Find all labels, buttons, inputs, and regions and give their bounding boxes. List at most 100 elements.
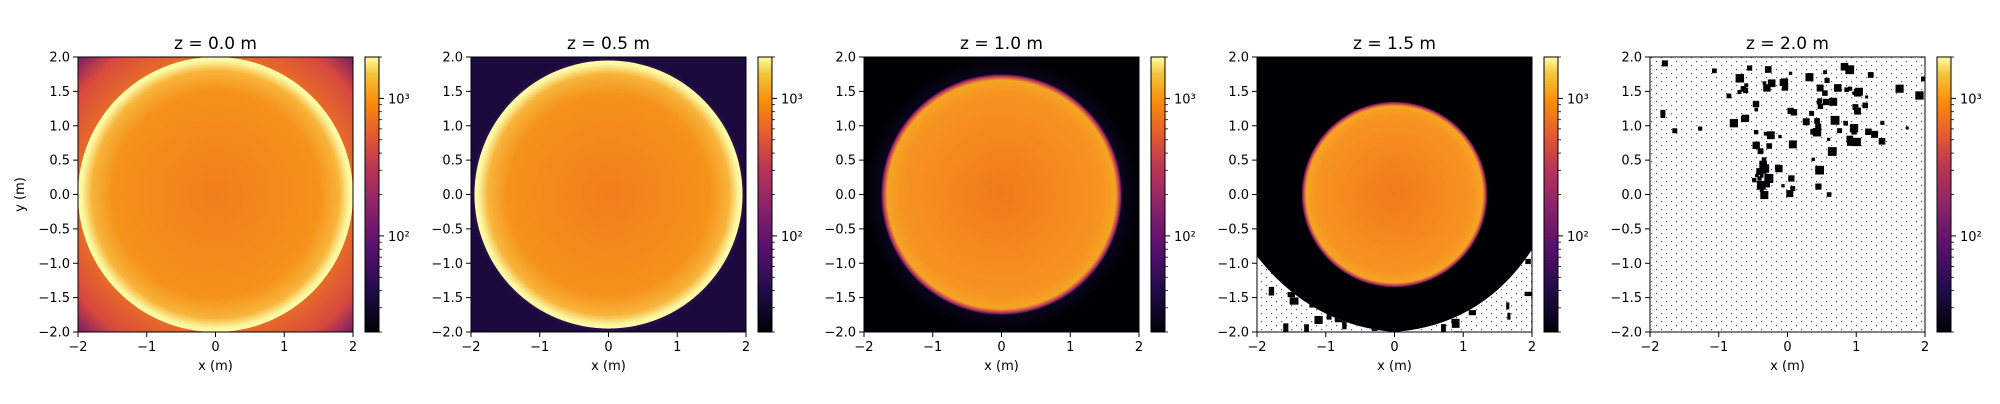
sparse-cell <box>1781 84 1789 91</box>
y-tick-label: −1.0 <box>431 257 463 272</box>
sparse-cell <box>1814 118 1820 124</box>
y-tick-label: 1.5 <box>835 85 856 100</box>
y-axis-label: y (m) <box>13 177 28 212</box>
sparse-cell <box>1755 173 1759 178</box>
colorbar-gradient <box>1543 56 1559 333</box>
sparse-cell <box>1506 302 1510 310</box>
sparse-cell <box>1289 297 1299 305</box>
y-tick-label: −2.0 <box>38 326 70 341</box>
heatmap-panel: z = 1.5 m −2 −1 0 1 2 −2.0 −1.5 −1.0 −0.5 0.0 0.5 1.… <box>1217 34 1588 374</box>
sparse-cell <box>1268 286 1275 296</box>
sparse-cell <box>1468 310 1476 316</box>
sparse-cell <box>1744 83 1749 88</box>
sparse-cell <box>1754 107 1759 112</box>
sparse-cell <box>1729 119 1739 128</box>
sparse-cell <box>1737 89 1742 95</box>
sparse-cell <box>1753 129 1759 135</box>
sparse-cell <box>1752 177 1757 183</box>
y-tick-label: 2.0 <box>835 51 856 66</box>
colorbar-gradient <box>757 56 773 333</box>
x-tick-label: −2 <box>1640 340 1659 355</box>
colorbar: 10² 10³ <box>1543 56 1589 333</box>
sparse-cell <box>1829 97 1838 106</box>
y-tick-label: 0.5 <box>442 154 463 169</box>
colorbar-gradient <box>1936 56 1952 333</box>
y-tick-label: −2.0 <box>824 326 856 341</box>
colorbar-tick-label: 10³ <box>1567 92 1589 107</box>
sparse-cell <box>1283 323 1289 332</box>
x-tick-label: −1 <box>137 340 156 355</box>
x-tick-label: 0 <box>997 340 1005 355</box>
sparse-cell <box>1843 120 1849 126</box>
y-tick-label: −1.0 <box>1217 257 1249 272</box>
beam-disk <box>881 74 1122 315</box>
sparse-cell <box>1812 128 1822 137</box>
colorbar-tick-label: 10² <box>1174 230 1196 245</box>
colorbar-tick-label: 10² <box>1567 230 1589 245</box>
sparse-cell <box>1752 141 1760 149</box>
sparse-cell <box>1852 104 1859 110</box>
sparse-cell <box>1846 135 1854 143</box>
x-tick-label: 1 <box>1066 340 1074 355</box>
sparse-cell <box>1815 183 1822 190</box>
sparse-cell <box>1787 107 1794 114</box>
sparse-cell <box>1735 74 1745 83</box>
sparse-cell <box>1786 190 1794 198</box>
sparse-cell <box>1342 321 1347 330</box>
y-tick-label: 0.5 <box>1621 154 1642 169</box>
heatmap-image <box>864 57 1139 332</box>
x-tick-label: −2 <box>68 340 87 355</box>
sparse-cell <box>1441 324 1446 332</box>
y-tick-label: −1.5 <box>824 291 856 306</box>
y-tick-label: −2.0 <box>431 326 463 341</box>
x-tick-label: 1 <box>280 340 288 355</box>
sparse-cell <box>1852 91 1856 95</box>
sparse-cell <box>1862 102 1869 109</box>
colorbar-gradient <box>364 56 380 333</box>
sparse-cell <box>1760 191 1769 200</box>
sparse-cell <box>1817 98 1822 104</box>
y-tick-label: 1.0 <box>49 119 70 134</box>
sparse-cell <box>1661 60 1668 67</box>
y-tick-label: −1.5 <box>38 291 70 306</box>
sparse-cell <box>1741 114 1750 122</box>
sparse-cell <box>1326 311 1332 320</box>
y-tick-label: 0.0 <box>1621 188 1642 203</box>
sparse-cell <box>1837 128 1843 134</box>
sparse-cell <box>1895 84 1904 93</box>
sparse-cell <box>1788 140 1797 149</box>
y-tick-label: −0.5 <box>824 222 856 237</box>
sparse-cell <box>1757 176 1762 181</box>
x-tick-label: 1 <box>1459 340 1467 355</box>
sparse-cell <box>1767 79 1776 88</box>
heatmap-panel: z = 0.0 m −2 −1 0 1 2 −2.0 −1.5 −1.0 −0.5 0.0 0.5 1.… <box>13 34 410 374</box>
sparse-cell <box>1524 291 1532 297</box>
colorbar-tick-label: 10³ <box>1960 92 1982 107</box>
sparse-cell <box>1760 164 1770 173</box>
x-axis-label: x (m) <box>198 359 233 374</box>
sparse-cell <box>1781 78 1789 86</box>
y-tick-label: 1.0 <box>442 119 463 134</box>
sparse-cell <box>1287 291 1296 298</box>
x-axis-label: x (m) <box>591 359 626 374</box>
x-tick-label: −1 <box>530 340 549 355</box>
sparse-cell <box>1811 157 1815 162</box>
y-tick-label: −0.5 <box>1610 222 1642 237</box>
colorbar: 10² 10³ <box>1936 56 1982 333</box>
y-tick-label: 0.0 <box>835 188 856 203</box>
panel-title: z = 1.5 m <box>1353 34 1436 54</box>
sparse-cell <box>1817 103 1824 109</box>
y-tick-label: −1.0 <box>824 257 856 272</box>
sparse-cell <box>1743 88 1749 94</box>
sparse-cell <box>1816 84 1824 92</box>
y-tick-label: 0.5 <box>49 154 70 169</box>
sparse-cell <box>1878 137 1886 145</box>
sparse-cell <box>1788 175 1795 182</box>
x-tick-label: 2 <box>349 340 357 355</box>
sparse-cell <box>1790 109 1798 116</box>
y-tick-label: 1.5 <box>1228 85 1249 100</box>
sparse-cell <box>1712 68 1717 74</box>
y-tick-label: 2.0 <box>1621 51 1642 66</box>
x-tick-label: 1 <box>1852 340 1860 355</box>
